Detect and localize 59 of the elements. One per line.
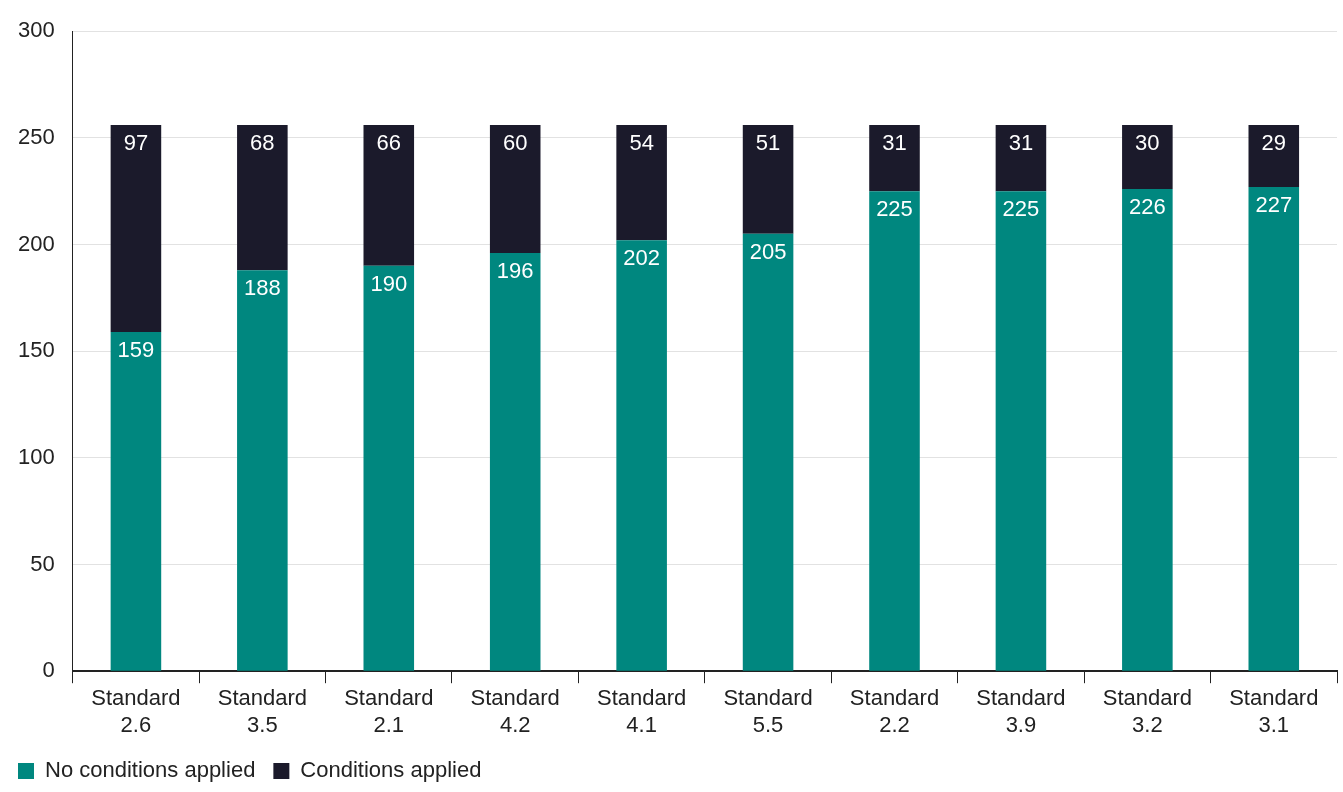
bar xyxy=(1248,186,1300,671)
data-label: 60 xyxy=(502,130,528,156)
x-tick-label: Standard 2.1 xyxy=(344,685,434,737)
bar xyxy=(742,233,794,671)
y-tick-label: 150 xyxy=(17,337,55,363)
x-tick-label: Standard 3.1 xyxy=(1229,685,1319,737)
bar xyxy=(616,240,667,671)
data-label: 159 xyxy=(117,337,155,363)
y-tick-label: 300 xyxy=(17,17,55,43)
data-label: 190 xyxy=(370,270,408,296)
bar xyxy=(742,125,794,234)
y-tick-label: 0 xyxy=(42,657,55,683)
bar xyxy=(995,125,1047,192)
legend-label: No conditions applied xyxy=(45,757,256,783)
bar xyxy=(110,125,162,332)
x-tick-label: Standard 4.2 xyxy=(470,685,560,737)
bar xyxy=(616,125,667,241)
data-label: 66 xyxy=(376,130,402,156)
x-tick-label: Standard 3.9 xyxy=(976,685,1066,737)
bar xyxy=(1122,125,1173,190)
data-label: 196 xyxy=(496,258,534,284)
x-tick-label: Standard 2.2 xyxy=(849,685,940,737)
bar xyxy=(869,125,920,192)
y-tick-label: 250 xyxy=(17,123,55,149)
data-label: 31 xyxy=(1008,130,1034,156)
data-label: 227 xyxy=(1255,192,1293,217)
bar xyxy=(869,191,920,671)
y-tick-label: 100 xyxy=(17,443,55,469)
y-tick-label: 50 xyxy=(30,550,55,576)
x-tick-label: Standard 2.6 xyxy=(91,685,181,737)
data-label: 202 xyxy=(623,245,660,271)
legend-label: Conditions applied xyxy=(300,757,482,783)
bar xyxy=(363,265,415,671)
data-label: 31 xyxy=(882,130,907,156)
data-label: 54 xyxy=(629,130,654,156)
data-label: 30 xyxy=(1135,130,1160,156)
data-label: 29 xyxy=(1261,130,1287,156)
data-label: 97 xyxy=(123,130,149,156)
data-label: 226 xyxy=(1129,194,1166,220)
bar xyxy=(237,270,288,671)
y-tick-label: 200 xyxy=(17,230,55,256)
data-label: 205 xyxy=(749,238,787,264)
bar xyxy=(1248,125,1300,187)
bar xyxy=(489,253,541,671)
x-tick-label: Standard 3.2 xyxy=(1102,685,1192,737)
x-tick-label: Standard 5.5 xyxy=(723,685,813,737)
data-label: 225 xyxy=(876,196,913,222)
bar xyxy=(110,332,162,671)
data-label: 51 xyxy=(755,130,781,156)
x-tick-label: Standard 4.1 xyxy=(596,685,687,737)
bar xyxy=(1122,189,1173,671)
x-tick-label: Standard 3.5 xyxy=(217,685,307,737)
bar xyxy=(363,125,415,266)
data-label: 188 xyxy=(243,275,281,301)
bar xyxy=(237,125,288,271)
bar xyxy=(995,191,1047,671)
data-label: 68 xyxy=(250,130,275,156)
bar xyxy=(489,125,541,254)
data-label: 225 xyxy=(1002,196,1040,222)
